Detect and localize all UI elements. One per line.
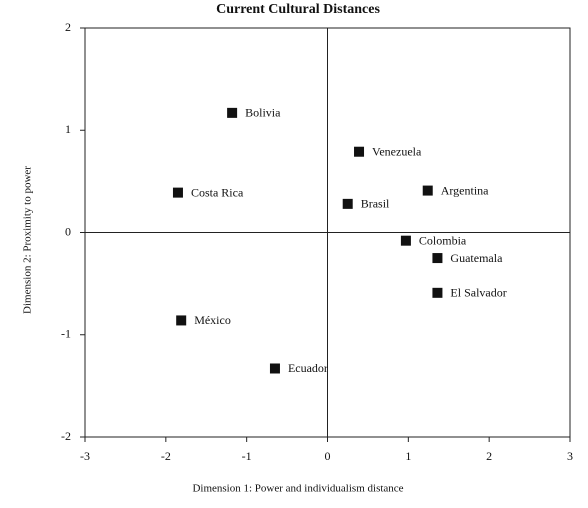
point (269, 363, 280, 374)
point (422, 185, 433, 196)
y-tick-label: 1 (65, 122, 71, 136)
point-label: Ecuador (288, 361, 328, 375)
x-tick-label: 0 (325, 449, 331, 463)
point-label: Brasil (361, 197, 390, 211)
point (432, 287, 443, 298)
point-label: Guatemala (450, 251, 503, 265)
y-tick-label: 2 (65, 20, 71, 34)
chart-title: Current Cultural Distances (216, 2, 380, 17)
y-tick-label: -1 (61, 327, 71, 341)
point (176, 315, 187, 326)
point (172, 187, 183, 198)
x-tick-label: 1 (405, 449, 411, 463)
x-tick-label: -3 (80, 449, 90, 463)
point (227, 107, 238, 118)
y-axis-label: Dimension 2: Proximity to power (22, 166, 34, 314)
x-tick-label: 3 (567, 449, 573, 463)
point-label: Bolivia (245, 106, 281, 120)
y-tick-label: 0 (65, 224, 71, 238)
point (400, 235, 411, 246)
x-tick-label: 2 (486, 449, 492, 463)
point-label: Colombia (419, 233, 467, 247)
point (342, 198, 353, 209)
y-tick-label: -2 (61, 429, 71, 443)
point-label: México (194, 313, 231, 327)
point-label: Costa Rica (191, 185, 244, 199)
point-label: Argentina (441, 183, 489, 197)
point-label: Venezuela (372, 144, 422, 158)
x-axis-label: Dimension 1: Power and individualism dis… (192, 483, 403, 495)
x-tick-label: -2 (161, 449, 171, 463)
x-tick-label: -1 (242, 449, 252, 463)
point (354, 146, 365, 157)
point-label: El Salvador (450, 286, 506, 300)
point (432, 253, 443, 264)
